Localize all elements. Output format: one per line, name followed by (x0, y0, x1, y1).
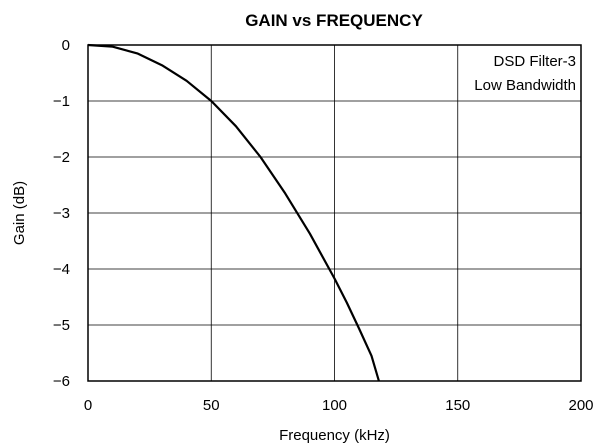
series-layer (87, 43, 380, 382)
x-tick-label: 50 (203, 397, 220, 414)
grid (88, 45, 581, 381)
annotation-line-2: Low Bandwidth (474, 77, 576, 94)
x-tick-label: 200 (568, 397, 593, 414)
x-tick-labels: 0 50 100 150 200 (84, 397, 594, 414)
x-tick-label: 100 (322, 397, 347, 414)
y-tick-label: −1 (53, 93, 70, 110)
y-tick-label: −4 (53, 261, 70, 278)
y-tick-label: −5 (53, 317, 70, 334)
y-tick-labels: 0 −1 −2 −3 −4 −5 −6 (53, 37, 70, 390)
x-axis-label: Frequency (kHz) (279, 427, 390, 444)
series-line-0 (87, 43, 380, 382)
x-tick-label: 0 (84, 397, 92, 414)
plot-border (87, 44, 582, 382)
x-tick-label: 150 (445, 397, 470, 414)
y-axis-label: Gain (dB) (11, 181, 28, 245)
y-tick-label: 0 (62, 37, 70, 54)
chart-title: GAIN vs FREQUENCY (245, 11, 423, 30)
y-tick-label: −2 (53, 149, 70, 166)
y-tick-label: −6 (53, 373, 70, 390)
y-tick-label: −3 (53, 205, 70, 222)
annotation-line-1: DSD Filter-3 (493, 53, 576, 70)
